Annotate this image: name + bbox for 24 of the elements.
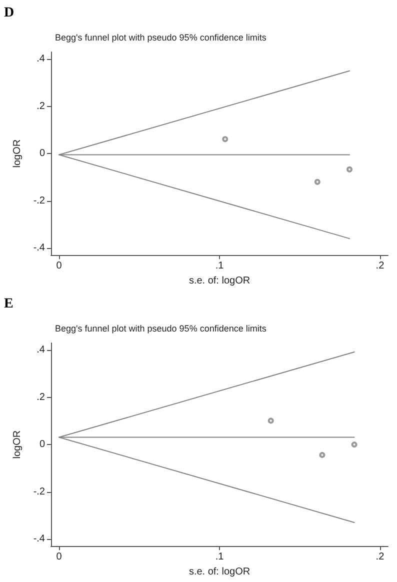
- x-tick-label: 0: [56, 260, 62, 272]
- y-tick-label: -.4: [33, 242, 46, 254]
- chart-title: Begg's funnel plot with pseudo 95% confidence limits: [55, 324, 267, 334]
- y-tick-label: .2: [36, 392, 46, 403]
- text: D: [4, 6, 14, 20]
- y-tick-label: -.2: [33, 486, 46, 498]
- y-tick-label: .4: [36, 344, 46, 356]
- y-tick-label: .2: [36, 100, 46, 112]
- x-axis-title: s.e. of: logOR: [188, 566, 250, 578]
- x-tick-label: .1: [215, 552, 224, 563]
- y-tick-label: -.4: [33, 534, 46, 545]
- y-axis-title: logOR: [12, 139, 23, 168]
- x-tick-label: .2: [376, 260, 385, 272]
- x-axis-title: s.e. of: logOR: [188, 276, 250, 286]
- y-tick-label: 0: [39, 148, 46, 160]
- text: E: [4, 296, 14, 312]
- x-tick-label: .1: [215, 260, 224, 272]
- y-tick-label: 0: [39, 439, 46, 450]
- chart-title: Begg's funnel plot with pseudo 95% confidence limits: [55, 32, 267, 42]
- y-axis-title: logOR: [12, 430, 23, 459]
- x-tick-label: 0: [56, 552, 62, 563]
- y-tick-label: -.2: [33, 195, 46, 206]
- x-tick-label: .2: [376, 552, 385, 563]
- y-tick-label: .4: [36, 54, 46, 65]
